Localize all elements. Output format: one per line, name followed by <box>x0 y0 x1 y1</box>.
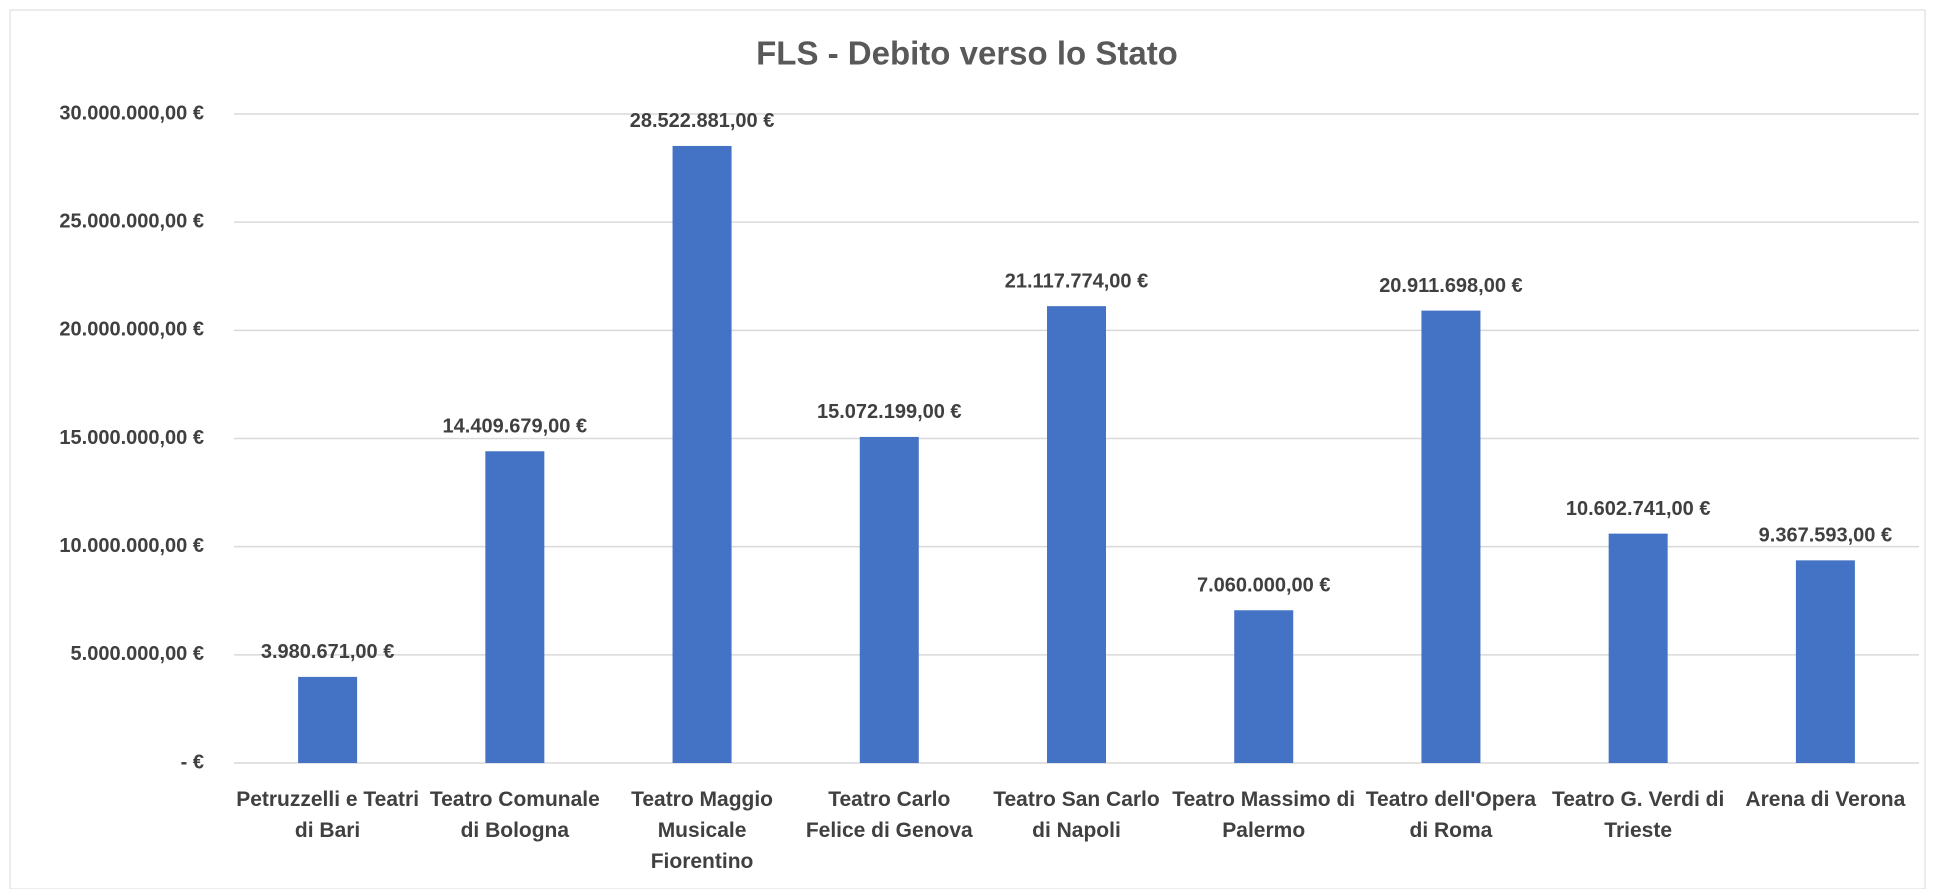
data-label: 9.367.593,00 € <box>1759 525 1892 547</box>
y-tick-label: 15.000.000,00 € <box>59 427 204 449</box>
y-tick-label: 20.000.000,00 € <box>59 319 204 341</box>
bar <box>1795 560 1855 763</box>
bar <box>298 676 358 763</box>
bar <box>1234 610 1294 763</box>
x-tick-label: Teatro Carlo Felice di Genova <box>805 788 973 842</box>
data-label: 3.980.671,00 € <box>261 641 394 663</box>
data-label: 14.409.679,00 € <box>443 416 588 438</box>
y-tick-label: 5.000.000,00 € <box>71 643 204 665</box>
y-tick-label: - € <box>181 751 204 773</box>
data-label: 28.522.881,00 € <box>630 110 775 132</box>
x-tick-label: Petruzzelli e Teatri di Bari <box>236 788 420 842</box>
chart-frame <box>9 9 1926 889</box>
data-label: 15.072.199,00 € <box>817 401 962 423</box>
x-tick-label: Teatro dell'Opera di Roma <box>1365 788 1537 842</box>
data-label: 21.117.774,00 € <box>1005 270 1148 292</box>
x-tick-label: Teatro Comunale di Bologna <box>429 788 600 842</box>
x-tick-label: Arena di Verona <box>1745 788 1906 811</box>
chart-title: FLS - Debito verso lo Stato <box>756 35 1178 72</box>
y-tick-label: 30.000.000,00 € <box>59 102 204 124</box>
data-label: 7.060.000,00 € <box>1197 575 1330 597</box>
bar <box>859 436 919 763</box>
data-label: 10.602.741,00 € <box>1566 498 1711 520</box>
bar <box>485 451 545 763</box>
x-tick-label: Teatro Massimo di Palermo <box>1172 788 1356 842</box>
y-tick-label: 25.000.000,00 € <box>59 210 204 232</box>
x-tick-label: Teatro G. Verdi di Trieste <box>1551 788 1725 842</box>
bar <box>1608 533 1668 763</box>
y-tick-label: 10.000.000,00 € <box>59 535 204 557</box>
bar <box>1047 306 1106 763</box>
data-label: 20.911.698,00 € <box>1379 275 1522 297</box>
bar <box>672 145 732 763</box>
x-tick-label: Teatro San Carlo di Napoli <box>993 788 1160 842</box>
x-tick-label: Teatro Maggio Musicale Fiorentino <box>631 788 774 873</box>
bar <box>1421 310 1481 763</box>
